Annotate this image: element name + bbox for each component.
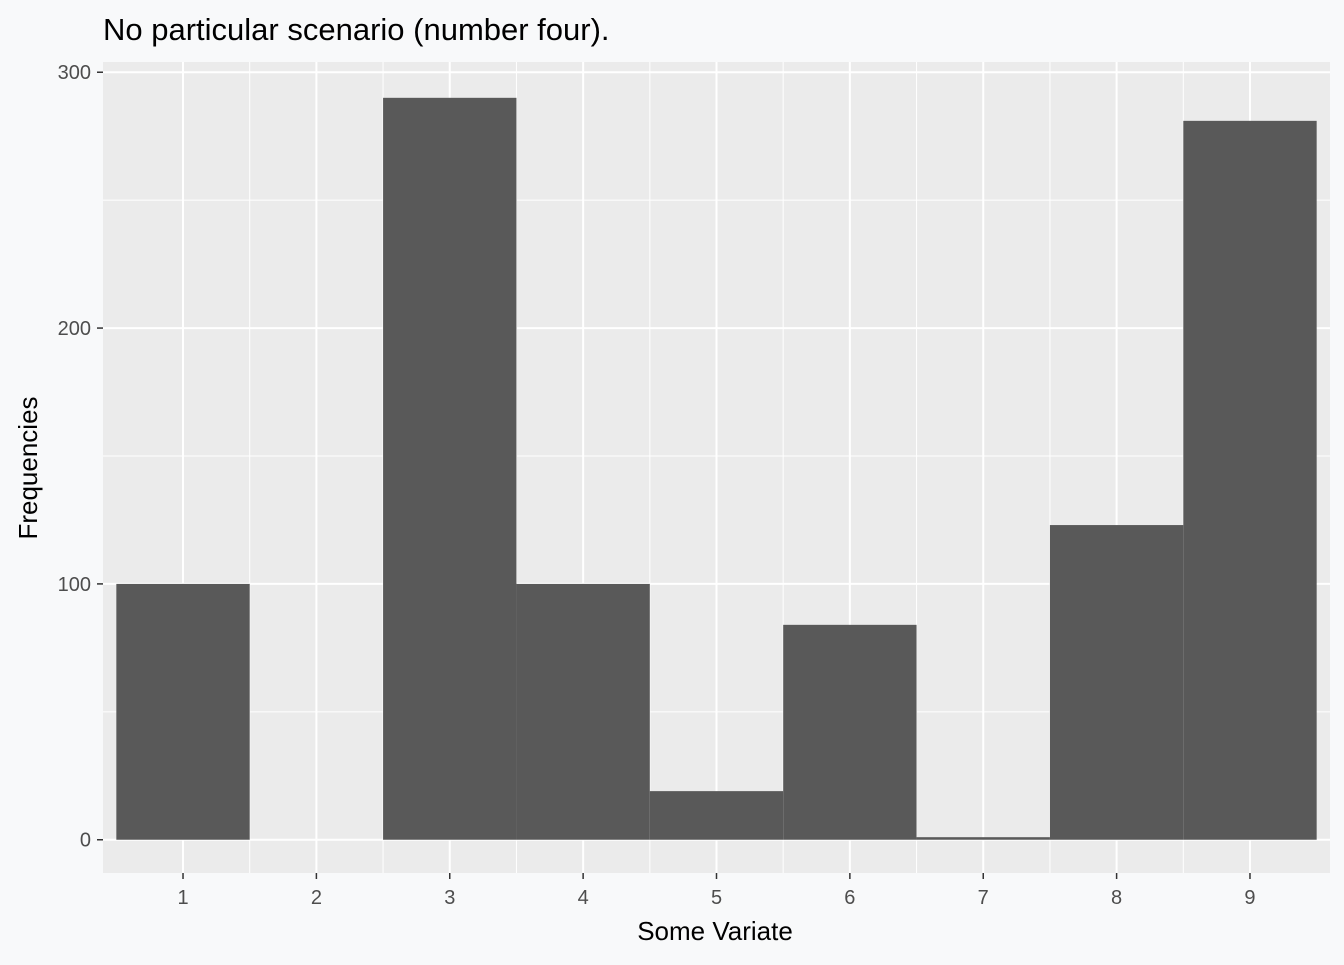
bar-8 — [1050, 525, 1183, 840]
x-tick-label: 6 — [844, 887, 855, 909]
x-axis: 1 2 3 4 5 6 7 8 9 — [177, 873, 1255, 909]
bar-4 — [516, 584, 649, 840]
y-axis-title: Frequencies — [13, 396, 43, 539]
bar-6 — [783, 625, 916, 840]
bar-3 — [383, 98, 516, 840]
y-tick-label: 300 — [58, 62, 91, 84]
x-tick-label: 3 — [444, 887, 455, 909]
bar-1 — [116, 584, 249, 840]
x-axis-title: Some Variate — [637, 916, 793, 946]
x-tick-label: 1 — [177, 887, 188, 909]
x-tick-label: 7 — [978, 887, 989, 909]
bar-7 — [917, 837, 1050, 840]
x-tick-label: 2 — [311, 887, 322, 909]
bar-5 — [650, 791, 783, 840]
x-tick-label: 4 — [578, 887, 589, 909]
x-tick-label: 9 — [1244, 887, 1255, 909]
y-tick-label: 0 — [80, 830, 91, 852]
chart-title: No particular scenario (number four). — [103, 12, 610, 47]
bar-9 — [1183, 121, 1316, 840]
x-tick-label: 5 — [711, 887, 722, 909]
y-tick-label: 100 — [58, 574, 91, 596]
x-tick-label: 8 — [1111, 887, 1122, 909]
y-axis: 0 100 200 300 — [58, 62, 103, 852]
y-tick-label: 200 — [58, 318, 91, 340]
